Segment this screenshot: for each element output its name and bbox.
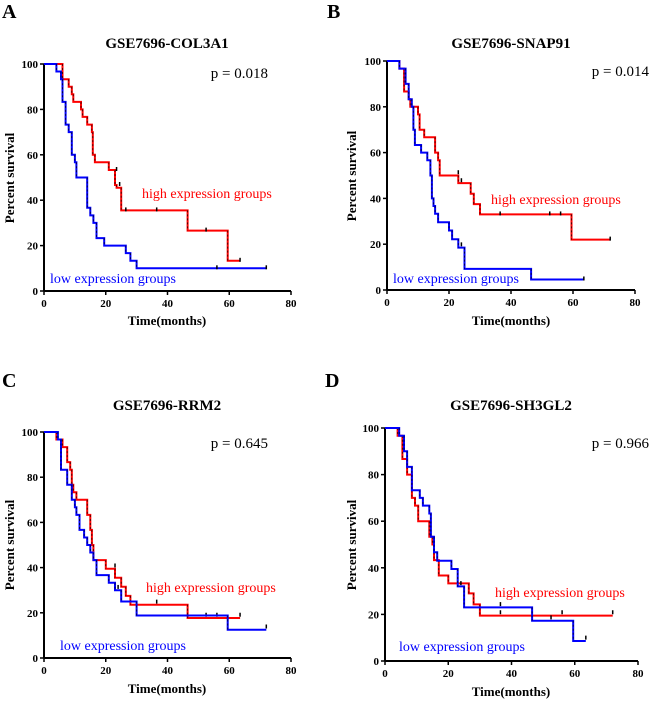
y-axis-label: Percent survival [344,130,359,221]
legend-high-expression: high expression groups [146,581,276,596]
y-tick-label: 0 [374,656,380,668]
survival-curves [387,60,611,281]
chart-title: GSE7696-SH3GL2 [450,398,572,414]
y-tick-label: 100 [363,423,380,435]
x-axis-label: Time(months) [472,313,550,328]
survival-curves [44,431,268,631]
low-expression-curve [44,431,267,631]
panel-label: C [2,370,16,392]
panel-b: B GSE7696-SNAP91 p = 0.014 Percent survi… [327,1,649,328]
axes: 0 20 40 60 80 100 0 20 40 60 80 [22,59,298,310]
survival-curves [44,63,268,270]
panel-d: D GSE7696-SH3GL2 p = 0.966 Percent survi… [325,370,649,699]
x-tick-label: 80 [633,668,645,680]
y-tick-label: 40 [27,563,39,575]
panel-a: A GSE7696-COL3A1 p = 0.018 Percent survi… [2,1,297,328]
p-value-annotation: p = 0.014 [592,64,650,80]
y-tick-label: 40 [370,193,382,205]
chart-title: GSE7696-COL3A1 [105,36,228,52]
chart-title: GSE7696-SNAP91 [451,36,570,52]
x-tick-label: 40 [506,297,518,309]
x-tick-label: 20 [100,298,112,310]
x-tick-label: 0 [382,668,388,680]
panel-label: D [325,370,339,392]
p-value-annotation: p = 0.966 [592,436,650,452]
y-tick-label: 60 [27,150,39,162]
low-expression-curve [387,60,584,281]
y-tick-label: 60 [27,517,39,529]
legend-high-expression: high expression groups [495,586,625,601]
x-axis-label: Time(months) [128,681,206,696]
low-expression-curve [44,63,267,270]
x-tick-label: 20 [443,668,455,680]
x-tick-label: 80 [286,298,298,310]
y-tick-label: 40 [368,563,380,575]
x-tick-label: 60 [224,665,236,677]
x-tick-label: 0 [41,298,47,310]
survival-curves [385,427,614,642]
y-tick-label: 100 [22,59,39,71]
y-axis-label: Percent survival [2,132,17,223]
x-tick-label: 60 [569,668,581,680]
y-tick-label: 0 [376,285,382,297]
legend-low-expression: low expression groups [60,639,186,654]
x-tick-label: 60 [224,298,236,310]
low-expression-curve [385,427,586,642]
y-tick-label: 80 [27,104,39,116]
y-tick-label: 0 [33,653,39,665]
chart-title: GSE7696-RRM2 [113,398,221,414]
y-tick-label: 40 [27,195,39,207]
x-axis-label: Time(months) [472,684,550,699]
x-tick-label: 0 [41,665,47,677]
y-axis-label: Percent survival [344,499,359,590]
x-tick-label: 40 [162,298,174,310]
legend-high-expression: high expression groups [142,187,272,202]
axes: 0 20 40 60 80 100 0 20 40 60 80 [363,423,645,680]
y-tick-label: 20 [368,609,380,621]
legend-low-expression: low expression groups [393,272,519,287]
y-tick-label: 20 [370,239,382,251]
x-tick-label: 80 [630,297,642,309]
legend-high-expression: high expression groups [491,193,621,208]
panel-c: C GSE7696-RRM2 p = 0.645 Percent surviva… [2,370,297,696]
axes: 0 20 40 60 80 100 0 20 40 60 80 [365,56,642,309]
y-tick-label: 60 [370,148,382,160]
y-tick-label: 100 [22,427,39,439]
x-tick-label: 40 [162,665,174,677]
x-tick-label: 60 [568,297,580,309]
y-tick-label: 100 [365,56,382,68]
legend-low-expression: low expression groups [399,640,525,655]
y-tick-label: 80 [370,102,382,114]
x-tick-label: 20 [444,297,456,309]
x-tick-label: 20 [100,665,112,677]
x-tick-label: 0 [384,297,390,309]
high-expression-curve [44,63,241,262]
x-axis-label: Time(months) [128,313,206,328]
p-value-annotation: p = 0.018 [211,66,268,82]
axes: 0 20 40 60 80 100 0 20 40 60 80 [22,427,298,677]
y-tick-label: 80 [27,472,39,484]
p-value-annotation: p = 0.645 [211,436,268,452]
panel-label: B [327,1,340,23]
y-tick-label: 0 [33,286,39,298]
x-tick-label: 80 [286,665,298,677]
y-tick-label: 60 [368,516,380,528]
y-axis-label: Percent survival [2,499,17,590]
y-tick-label: 20 [27,241,39,253]
y-tick-label: 80 [368,470,380,482]
x-tick-label: 40 [506,668,518,680]
legend-low-expression: low expression groups [50,272,176,287]
y-tick-label: 20 [27,608,39,620]
panel-label: A [2,1,17,23]
